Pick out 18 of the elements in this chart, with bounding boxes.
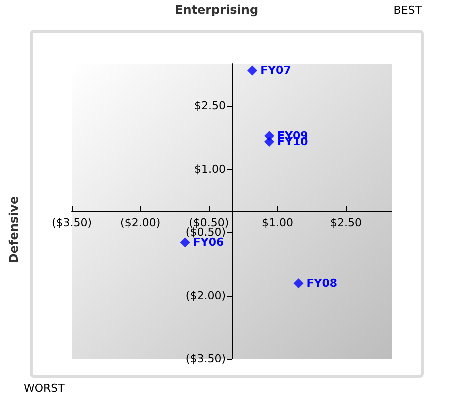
- point: [294, 278, 304, 289]
- annotation: FY07: [260, 64, 292, 78]
- y-tick-label: ($3.50): [186, 352, 226, 366]
- y-tick-label: $1.00: [194, 162, 226, 176]
- annotation: FY08: [306, 277, 338, 290]
- y-axis-title: Defensive: [7, 196, 21, 264]
- point: [180, 238, 190, 248]
- x-tick-label: $1.00: [262, 216, 294, 230]
- point: [248, 66, 258, 76]
- x-tick-label: ($2.00): [120, 216, 161, 230]
- text: BEST: [394, 4, 422, 17]
- x-axis-title: Enterprising: [175, 3, 259, 17]
- y-tick-label: ($2.00): [186, 289, 226, 302]
- point: [264, 136, 274, 147]
- x-tick-label: ($3.50): [52, 216, 92, 230]
- text: WORST: [24, 382, 66, 395]
- x-tick-label: $2.50: [330, 216, 362, 230]
- y-tick-label: $2.50: [194, 100, 226, 113]
